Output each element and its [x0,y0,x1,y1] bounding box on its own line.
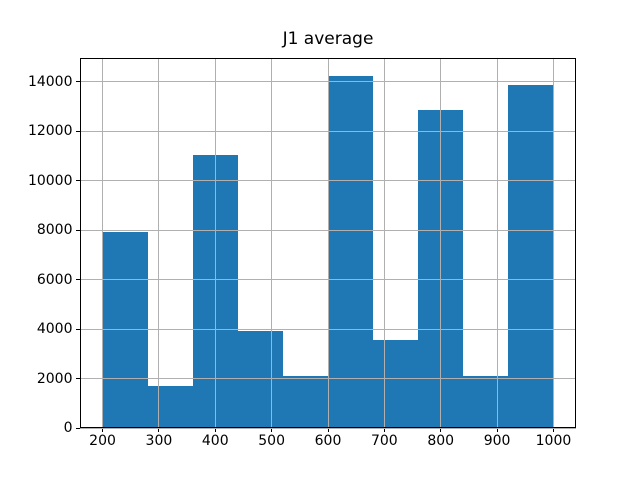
x-tick-label: 500 [258,433,285,449]
x-tick-label: 300 [145,433,173,449]
y-tick-label: 12000 [27,123,73,139]
gridline-horizontal [80,427,576,429]
y-tick-label: 8000 [36,222,73,238]
gridline-horizontal [80,279,576,280]
x-tick-mark [383,428,385,432]
y-tick-mark [76,229,80,231]
histogram-bar [328,75,374,428]
y-tick-mark [76,378,80,379]
x-tick-mark [496,428,498,432]
histogram-bar [463,375,509,428]
x-tick-label: 600 [314,433,342,449]
gridline-horizontal [80,130,576,132]
y-tick-label: 14000 [27,73,73,90]
x-tick-mark [327,428,329,432]
gridline-vertical [214,58,216,428]
y-tick-label: 4000 [36,321,73,337]
y-tick-label: 2000 [36,370,73,387]
gridline-vertical [158,58,160,428]
histogram-bar [282,376,328,428]
gridline-vertical [440,58,442,428]
x-tick-label: 900 [483,433,511,449]
y-tick-mark [76,130,80,132]
y-tick-mark [76,81,80,82]
gridline-horizontal [80,378,576,379]
gridline-vertical [552,58,554,428]
plot-area [80,58,576,429]
x-tick-mark [271,428,273,432]
gridline-vertical [327,58,329,428]
y-tick-label: 10000 [27,172,73,189]
y-tick-mark [76,328,80,330]
gridline-horizontal [80,81,576,82]
x-tick-mark [158,428,160,432]
gridline-horizontal [80,180,576,181]
x-tick-label: 700 [370,433,398,449]
histogram-bar [508,84,554,428]
histogram-bar [102,231,148,428]
x-tick-label: 200 [89,433,116,449]
chart-title: J1 average [282,29,374,49]
y-tick-label: 6000 [36,271,73,288]
x-tick-label: 1000 [535,433,572,449]
gridline-vertical [102,58,104,428]
histogram-bar [147,386,193,428]
histogram-bar [237,330,283,428]
gridline-horizontal [80,229,576,231]
gridline-vertical [496,58,498,428]
x-tick-mark [214,428,216,432]
x-tick-mark [440,428,442,432]
y-tick-mark [76,180,80,181]
y-tick-mark [76,427,80,429]
gridline-vertical [383,58,385,428]
x-tick-label: 400 [201,433,229,449]
gridline-vertical [271,58,273,428]
x-tick-mark [552,428,554,432]
x-tick-mark [102,428,104,432]
y-tick-label: 0 [63,420,73,436]
y-tick-mark [76,279,80,280]
histogram-bar [373,340,419,428]
gridline-horizontal [80,328,576,330]
x-tick-label: 800 [427,433,455,449]
